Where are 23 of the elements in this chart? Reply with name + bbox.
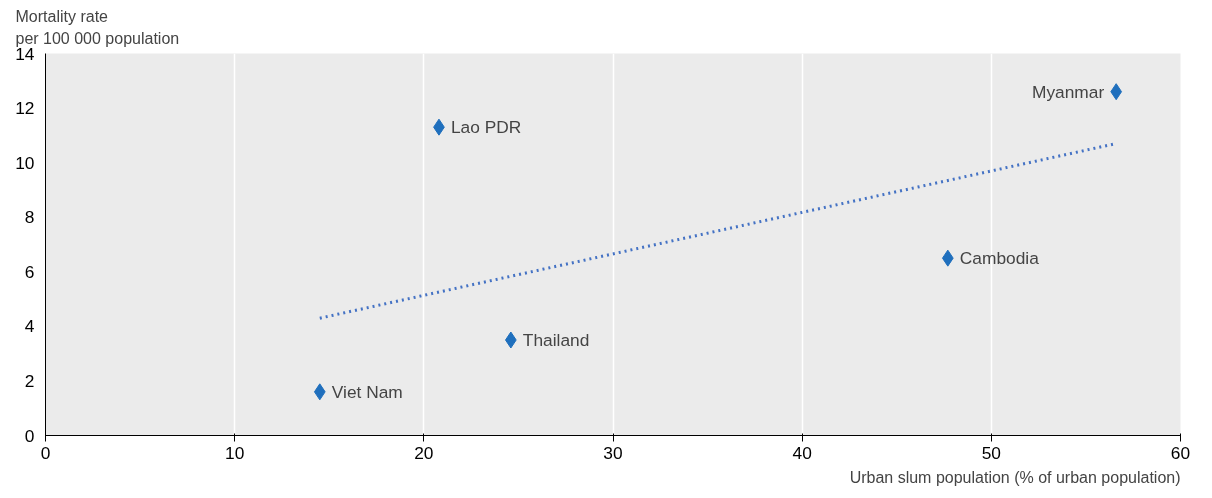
annotation: Viet Nam xyxy=(331,381,403,402)
x-tick-label: 60 xyxy=(1170,442,1191,463)
annotation: Thailand xyxy=(522,330,590,350)
y-tick-label: 6 xyxy=(24,261,35,282)
y-tick-label: 10 xyxy=(15,152,35,173)
x-tick-label: 0 xyxy=(40,442,51,463)
x-tick-label: 30 xyxy=(603,442,623,463)
point xyxy=(1110,83,1123,101)
annotation: Lao PDR xyxy=(450,117,522,138)
y-tick-label: 8 xyxy=(24,207,35,228)
x-tick-label: 20 xyxy=(414,442,434,463)
x-tick-label: 10 xyxy=(225,442,245,463)
annotation: Cambodia xyxy=(959,248,1040,269)
y-tick-label: 2 xyxy=(24,370,35,391)
x-tick-label: 50 xyxy=(981,442,1001,463)
y-tick-label: 12 xyxy=(15,98,35,119)
point xyxy=(941,249,954,267)
y-tick-label: 4 xyxy=(24,316,35,337)
annotation: Myanmar xyxy=(1031,81,1105,102)
x-tick-label: 40 xyxy=(792,442,812,463)
point xyxy=(313,383,326,401)
x-axis-title: Urban slum population (% of urban population) xyxy=(849,468,1181,486)
y-tick-label: 0 xyxy=(24,425,35,446)
